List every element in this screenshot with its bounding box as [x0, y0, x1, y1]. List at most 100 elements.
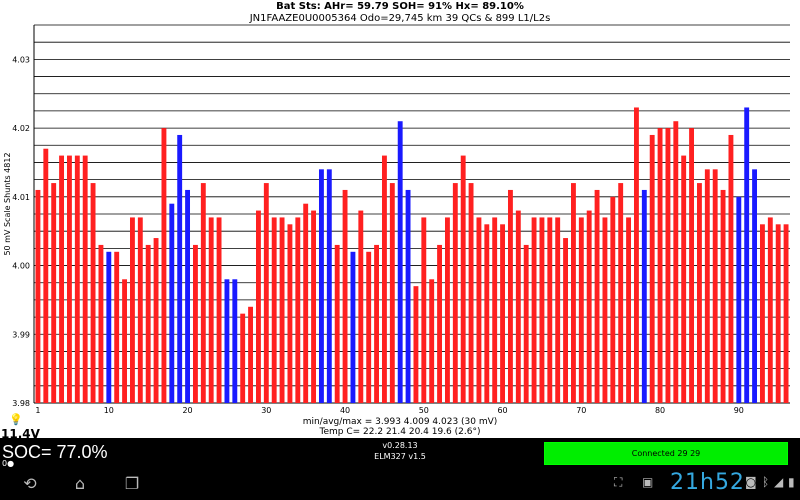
cell-bar — [767, 217, 773, 403]
cell-bar — [334, 244, 340, 403]
y-tick-label: 4.03 — [12, 55, 30, 64]
cell-bar — [389, 183, 395, 403]
cell-bar — [712, 169, 718, 403]
temperature-readout: Temp C= 22.2 21.4 20.4 19.6 (2.6°) — [319, 427, 481, 437]
cell-bar — [342, 189, 348, 403]
y-tick-label: 3.98 — [12, 399, 30, 408]
cell-bar — [421, 217, 427, 403]
shunted-cell-bar — [318, 169, 324, 403]
aux-voltage: 11.4V — [1, 427, 40, 441]
x-tick-label: 50 — [419, 406, 429, 415]
cell-bar — [122, 279, 128, 403]
cell-bar — [689, 128, 695, 403]
cell-bar — [129, 217, 135, 403]
system-clock: 21h52 — [670, 470, 745, 495]
shunted-cell-bar — [350, 251, 356, 403]
wifi-icon: ◢ — [774, 475, 784, 489]
cell-bar — [358, 210, 364, 403]
x-tick-label: 30 — [261, 406, 271, 415]
shunted-cell-bar — [641, 189, 647, 403]
x-tick-label: 80 — [655, 406, 665, 415]
cell-bar — [452, 183, 458, 403]
bulb-icon: 💡 — [9, 413, 23, 426]
cell-bar — [547, 217, 553, 403]
cell-bar — [507, 189, 513, 403]
cell-bar — [626, 217, 632, 403]
cell-bar — [413, 286, 419, 403]
back-icon[interactable]: ⟲ — [23, 474, 37, 493]
y-tick-label: 4.01 — [12, 193, 30, 202]
x-tick-label: 60 — [497, 406, 507, 415]
camera-icon: ◙ — [745, 475, 757, 489]
app-screen: Bat Sts: AHr= 59.79 SOH= 91% Hx= 89.10% … — [1, 1, 790, 441]
cell-bar — [523, 244, 529, 403]
cell-bar — [192, 244, 198, 403]
recent-apps-icon[interactable]: ❐ — [124, 474, 140, 493]
x-tick-label: 1 — [35, 406, 40, 415]
y-tick-label: 4.00 — [12, 262, 30, 271]
cell-bar — [90, 183, 96, 403]
shunted-cell-bar — [224, 279, 230, 403]
voltage-stats: min/avg/max = 3.993 4.009 4.023 (30 mV) — [302, 417, 498, 427]
cell-bar — [137, 217, 143, 403]
cell-bar — [783, 224, 789, 403]
x-tick-label: 10 — [104, 406, 114, 415]
cell-bar — [704, 169, 710, 403]
cell-bar — [153, 238, 159, 403]
screenshot-icon: ⛶ — [614, 475, 623, 489]
cell-bar — [586, 210, 592, 403]
cell-bar — [295, 217, 301, 403]
shunted-cell-bar — [744, 107, 750, 404]
cell-bar — [114, 251, 120, 403]
cell-bar — [311, 210, 317, 403]
cell-bar — [649, 134, 655, 404]
cell-bar — [657, 128, 663, 403]
cell-bar — [444, 217, 450, 403]
cell-bar — [208, 217, 214, 403]
cell-bar — [381, 155, 387, 403]
cell-bar — [665, 128, 671, 403]
shunted-cell-bar — [752, 169, 758, 403]
cell-bar — [570, 183, 576, 403]
cell-bar — [98, 244, 104, 403]
cell-bar — [728, 134, 734, 404]
cell-bar — [287, 224, 293, 403]
cell-bar — [263, 183, 269, 403]
cell-bar — [578, 217, 584, 403]
app-version: v0.28.13 — [382, 441, 418, 450]
shunted-cell-bar — [106, 251, 112, 403]
x-tick-label: 40 — [340, 406, 350, 415]
cell-bar — [279, 217, 285, 403]
cell-bar — [59, 155, 65, 403]
cell-bar — [539, 217, 545, 403]
cell-bar — [248, 306, 254, 403]
cell-bar — [696, 183, 702, 403]
version-info: v0.28.13 ELM327 v1.5 — [330, 440, 470, 462]
cell-bar — [531, 217, 537, 403]
shunted-cell-bar — [232, 279, 238, 403]
cell-bar — [460, 155, 466, 403]
y-axis-label: 50 mV Scale Shunts 4812 — [3, 152, 12, 255]
connection-status-button[interactable]: Connected 29 29 — [544, 442, 788, 465]
cell-bar — [594, 189, 600, 403]
cell-bar — [161, 128, 167, 403]
soc-readout: SOC= 77.0% — [2, 442, 108, 462]
shunted-cell-bar — [326, 169, 332, 403]
cell-bar — [145, 244, 151, 403]
home-icon[interactable]: ⌂ — [74, 474, 86, 493]
cell-voltage-chart: 3.98 3.99 4.00 4.01 4.02 4.03 50 mV Scale Shun… — [3, 24, 790, 415]
cell-bar — [429, 279, 435, 403]
cell-bar — [720, 189, 726, 403]
cell-bar — [74, 155, 80, 403]
cell-bar — [366, 251, 372, 403]
cell-bar — [610, 196, 616, 403]
shunted-cell-bar — [177, 134, 183, 404]
system-navigation-bar — [0, 468, 800, 500]
y-tick-label: 4.02 — [12, 124, 30, 133]
cell-bar — [82, 155, 88, 403]
storage-icon: ▣ — [642, 475, 654, 489]
vehicle-info-line: JN1FAAZE0U0005364 Odo=29,745 km 39 QCs &… — [249, 13, 551, 24]
shunted-cell-bar — [185, 189, 191, 403]
battery-icon: ▮ — [788, 475, 795, 489]
cell-bar — [303, 203, 309, 403]
